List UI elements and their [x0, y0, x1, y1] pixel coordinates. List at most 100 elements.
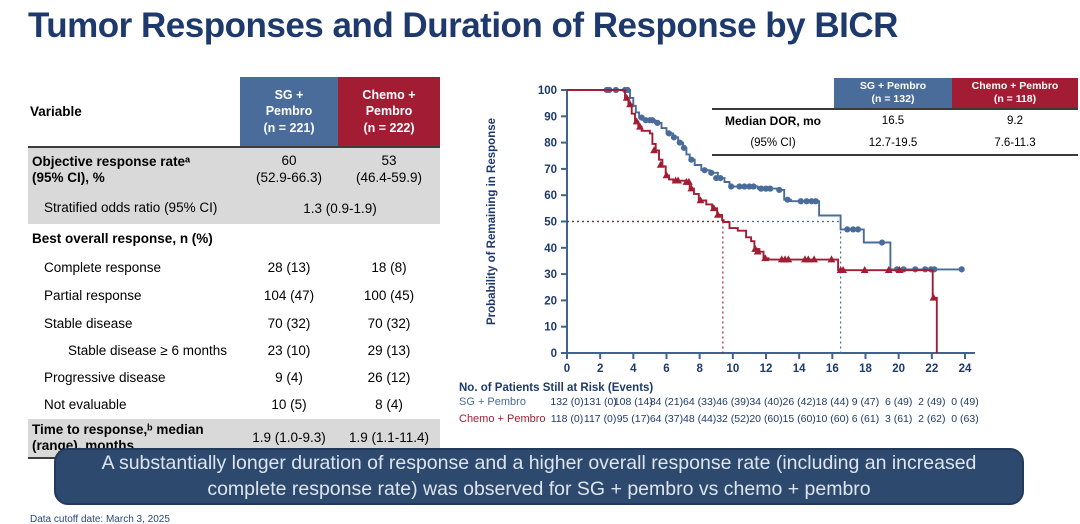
at-risk-value: 0 (49) — [951, 396, 979, 408]
censor-mark-triangle — [662, 171, 671, 179]
censor-mark-triangle — [626, 100, 634, 108]
row-value-chemo: 70 (32) — [367, 315, 411, 331]
at-risk-value: 118 (0) — [550, 413, 584, 425]
row-value-sg: 28 (13) — [267, 259, 311, 275]
at-risk-value: 32 (52) — [716, 413, 750, 425]
at-risk-value: 84 (21) — [649, 396, 684, 408]
row-value-sg: 1.9 (1.0-9.3) — [252, 429, 326, 445]
at-risk-value: 26 (42) — [782, 396, 816, 408]
at-risk-value: 6 (61) — [851, 413, 880, 425]
dor-header-spacer — [712, 78, 834, 108]
censor-mark-circle — [736, 183, 743, 190]
at-risk-value: 34 (40) — [749, 396, 783, 408]
censor-mark-circle — [849, 226, 857, 233]
row-value-chemo: 100 (45) — [363, 287, 415, 303]
at-risk-value: 108 (14) — [613, 396, 653, 408]
y-tick-label: 80 — [544, 138, 557, 150]
table-row: Stable disease 70 (32) 70 (32) — [28, 310, 440, 338]
censor-mark-circle — [757, 185, 765, 192]
x-tick-label: 10 — [726, 363, 739, 375]
row-value-chemo: 8 (4) — [375, 397, 403, 413]
x-tick-label: 22 — [925, 363, 938, 375]
censor-mark-circle — [665, 130, 673, 137]
response-table-header: Variable SG + Pembro (n = 221) Chemo + P… — [28, 77, 440, 146]
at-risk-table: No. of Patients Still at Risk (Events) S… — [455, 382, 1080, 428]
row-label: Objective response rateᵃ (95% CI), % — [32, 153, 191, 185]
at-risk-value: 46 (39) — [716, 396, 750, 408]
at-risk-value: 2 (49) — [918, 396, 946, 408]
at-risk-row: SG + Pembro 132 (0) 131 (0) 108 (14) 84 (21)… — [455, 394, 1080, 411]
table-row: Not evaluable 10 (5) 8 (4) — [28, 392, 440, 419]
censor-mark-circle — [717, 175, 724, 182]
y-tick-label: 20 — [544, 295, 557, 307]
censor-mark-circle — [878, 239, 886, 246]
dor-row-ci: (95% CI) 12.7-19.5 7.6-11.3 — [712, 132, 1078, 157]
at-risk-value: 15 (60) — [782, 413, 816, 425]
row-label: Progressive disease — [44, 370, 166, 386]
row-label: Not evaluable — [44, 397, 127, 413]
row-value-chemo: 53 (46.4-59.9) — [355, 153, 423, 185]
column-header-variable: Variable — [30, 104, 82, 119]
censor-mark-circle — [767, 185, 774, 192]
censor-mark-circle — [624, 86, 631, 94]
slide-title: Tumor Responses and Duration of Response… — [28, 6, 898, 45]
at-risk-value: 64 (37) — [649, 413, 684, 425]
x-tick-label: 16 — [826, 363, 839, 375]
censor-mark-triangle — [674, 176, 683, 184]
censor-mark-triangle — [784, 255, 793, 263]
y-tick-label: 30 — [544, 269, 557, 281]
response-table-body: Objective response rateᵃ (95% CI), % 60 (… — [28, 146, 440, 459]
table-row: Complete response 28 (13) 18 (8) — [28, 254, 440, 282]
conclusion-text: A substantially longer duration of respo… — [101, 451, 977, 500]
censor-mark-triangle — [656, 160, 665, 168]
row-label: Stable disease — [44, 315, 133, 331]
at-risk-value: 131 (0) — [583, 396, 617, 408]
censor-mark-circle — [797, 198, 804, 205]
row-label: Complete response — [44, 259, 162, 275]
table-row: Stratified odds ratio (95% CI) 1.3 (0.9-1… — [28, 192, 440, 224]
censor-mark-triangle — [929, 293, 938, 301]
at-risk-value: 20 (60) — [749, 413, 783, 425]
censor-mark-triangle — [622, 93, 631, 101]
table-row: Progressive disease 9 (4) 26 (12) — [28, 365, 440, 392]
row-value-chemo: 18 (8) — [371, 259, 407, 275]
censor-mark-triangle — [632, 117, 641, 125]
censor-mark-circle — [676, 139, 683, 146]
at-risk-title: No. of Patients Still at Risk (Events) — [459, 382, 654, 394]
dor-table: SG + Pembro (n = 132) Chemo + Pembro (n … — [712, 78, 1078, 157]
censor-mark-triangle — [709, 204, 718, 212]
column-header-sg-pembro: SG + Pembro (n = 221) — [240, 77, 338, 146]
x-tick-label: 14 — [793, 363, 806, 375]
dor-median-sg: 16.5 — [881, 115, 905, 128]
censor-mark-circle — [958, 266, 965, 273]
row-label: Partial response — [44, 287, 142, 303]
censor-mark-circle — [784, 196, 791, 203]
at-risk-value: 10 (60) — [815, 413, 849, 425]
response-table: Variable SG + Pembro (n = 221) Chemo + P… — [28, 77, 440, 459]
dor-median-label: Median DOR, mo — [724, 114, 821, 129]
x-tick-label: 24 — [959, 363, 972, 375]
table-row: Objective response rateᵃ (95% CI), % 60 (… — [28, 148, 440, 192]
censor-mark-circle — [728, 183, 735, 190]
dor-ci-chemo: 7.6-11.3 — [994, 137, 1036, 150]
at-risk-value: 6 (49) — [884, 396, 913, 408]
at-risk-value: 64 (33) — [683, 396, 717, 408]
censor-mark-triangle — [895, 265, 904, 273]
y-tick-label: 50 — [544, 217, 557, 229]
x-tick-label: 6 — [663, 363, 669, 375]
dor-median-chemo: 9.2 — [1007, 115, 1023, 128]
censor-mark-triangle — [687, 184, 696, 192]
censor-mark-circle — [750, 183, 757, 190]
row-value-sg: 10 (5) — [271, 397, 307, 413]
at-risk-row: Chemo + Pembro 118 (0) 117 (0) 95 (17) 64 (3… — [455, 411, 1080, 428]
footnote-data-cutoff: Data cutoff date: March 3, 2025 — [30, 514, 170, 524]
censor-mark-triangle — [684, 177, 693, 185]
censor-mark-triangle — [714, 210, 722, 218]
y-tick-label: 70 — [544, 164, 557, 176]
at-risk-value: 95 (17) — [616, 413, 650, 425]
dor-ci-label: (95% CI) — [750, 137, 796, 150]
censor-mark-circle — [708, 169, 715, 176]
x-tick-label: 12 — [760, 363, 773, 375]
censor-mark-circle — [649, 117, 656, 124]
